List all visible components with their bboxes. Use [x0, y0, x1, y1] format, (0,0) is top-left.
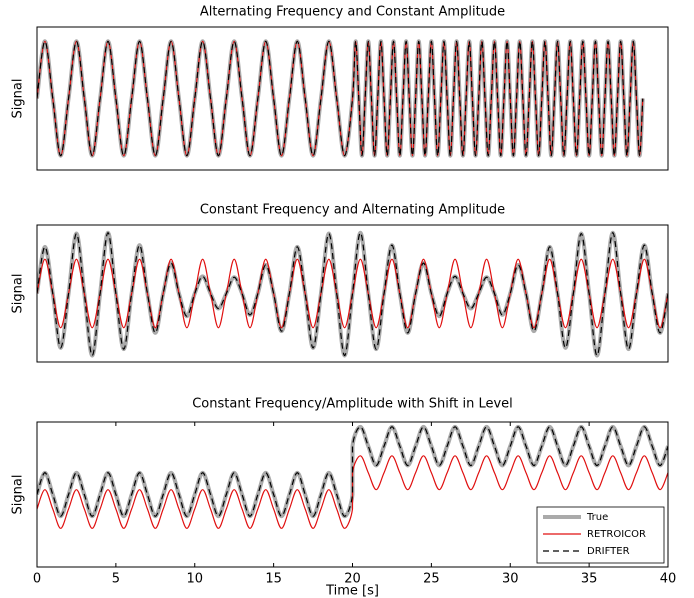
plot-area [37, 39, 645, 158]
x-tick-label: 40 [660, 572, 677, 587]
legend-label: DRIFTER [587, 546, 630, 557]
series-line [37, 232, 668, 357]
plot-frame [36, 224, 669, 363]
x-tick-label: 30 [502, 572, 519, 587]
x-tick-label: 15 [265, 572, 282, 587]
x-tick-label: 10 [186, 572, 203, 587]
x-tick-label: 0 [33, 572, 41, 587]
x-tick-label: 5 [112, 572, 120, 587]
legend-label: True [586, 512, 608, 523]
plot-area [37, 424, 668, 529]
x-tick-label: 35 [581, 572, 598, 587]
series-line [37, 426, 668, 517]
y-axis-label: Signal [11, 79, 26, 119]
plot-frame [36, 26, 669, 171]
series-line [37, 39, 645, 158]
series-line [37, 40, 644, 157]
x-tick-label: 20 [344, 572, 361, 587]
chart-title: Constant Frequency/Amplitude with Shift … [192, 397, 513, 412]
legend-label: RETROICOR [587, 529, 646, 540]
y-axis-label: Signal [11, 274, 26, 314]
chart-title: Alternating Frequency and Constant Ampli… [200, 5, 505, 20]
plot-area [37, 230, 668, 358]
y-axis-label: Signal [11, 475, 26, 515]
x-tick-label: 25 [423, 572, 440, 587]
chart-title: Constant Frequency and Alternating Ampli… [200, 203, 505, 218]
x-axis-label: Time [s] [325, 584, 379, 598]
